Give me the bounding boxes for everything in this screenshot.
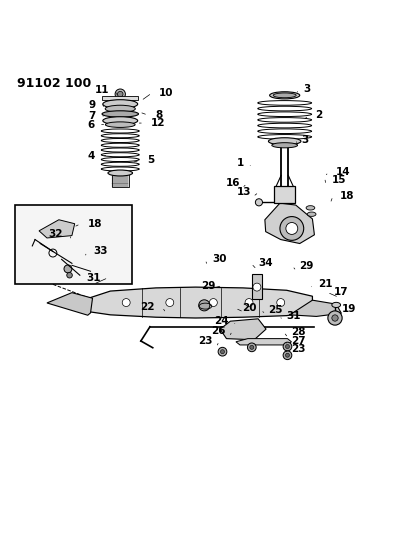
- Circle shape: [253, 283, 261, 291]
- Circle shape: [283, 342, 292, 351]
- Text: 25: 25: [268, 305, 282, 315]
- Ellipse shape: [103, 117, 138, 125]
- Circle shape: [245, 298, 253, 306]
- Text: 33: 33: [93, 246, 108, 256]
- Circle shape: [328, 311, 342, 325]
- Ellipse shape: [269, 138, 301, 145]
- Circle shape: [64, 265, 72, 273]
- Ellipse shape: [102, 111, 138, 117]
- Bar: [275, 187, 295, 203]
- Circle shape: [250, 345, 254, 349]
- Text: 20: 20: [242, 303, 257, 313]
- Circle shape: [285, 353, 289, 357]
- Circle shape: [209, 298, 217, 306]
- Text: 10: 10: [159, 88, 174, 98]
- Text: 28: 28: [290, 327, 305, 337]
- Text: 27: 27: [291, 336, 306, 346]
- Text: 16: 16: [225, 179, 240, 188]
- Text: 34: 34: [258, 259, 273, 268]
- Text: 4: 4: [87, 151, 95, 161]
- Bar: [252, 274, 262, 299]
- Text: 24: 24: [215, 316, 229, 326]
- Text: 23: 23: [198, 336, 212, 346]
- Text: 8: 8: [155, 110, 162, 120]
- Bar: [112, 173, 128, 187]
- Text: 11: 11: [95, 85, 109, 95]
- Text: 29: 29: [201, 280, 215, 290]
- Text: 13: 13: [237, 187, 252, 197]
- Text: 12: 12: [151, 118, 166, 128]
- Text: 29: 29: [299, 261, 314, 271]
- Ellipse shape: [105, 105, 135, 112]
- Text: 2: 2: [316, 110, 323, 120]
- Polygon shape: [39, 220, 75, 238]
- Ellipse shape: [270, 92, 300, 99]
- Text: 1: 1: [237, 158, 244, 168]
- Text: 31: 31: [286, 311, 300, 321]
- Circle shape: [280, 216, 304, 240]
- Text: 14: 14: [336, 167, 351, 177]
- Circle shape: [166, 298, 174, 306]
- Ellipse shape: [108, 170, 132, 176]
- Text: 18: 18: [88, 219, 102, 229]
- Polygon shape: [236, 338, 291, 345]
- Ellipse shape: [332, 302, 341, 308]
- Circle shape: [67, 272, 72, 278]
- Circle shape: [122, 298, 130, 306]
- Text: 32: 32: [48, 229, 63, 239]
- Text: 6: 6: [87, 119, 95, 130]
- Text: 23: 23: [291, 344, 306, 354]
- Circle shape: [286, 222, 298, 235]
- Polygon shape: [290, 300, 342, 317]
- Text: 18: 18: [340, 191, 355, 201]
- Circle shape: [117, 91, 123, 97]
- Polygon shape: [265, 203, 314, 244]
- Circle shape: [285, 344, 289, 349]
- Ellipse shape: [306, 206, 315, 210]
- Circle shape: [332, 315, 338, 321]
- Text: 30: 30: [212, 254, 227, 264]
- Bar: [103, 96, 138, 100]
- Circle shape: [199, 300, 210, 311]
- Circle shape: [247, 343, 256, 352]
- Text: 9: 9: [89, 100, 96, 110]
- Text: 22: 22: [140, 302, 155, 312]
- Ellipse shape: [272, 143, 298, 148]
- Ellipse shape: [103, 100, 138, 108]
- Text: 3: 3: [303, 84, 310, 94]
- Text: 26: 26: [211, 326, 225, 336]
- Ellipse shape: [105, 122, 135, 127]
- Circle shape: [255, 199, 263, 206]
- Ellipse shape: [307, 212, 316, 216]
- Circle shape: [221, 350, 225, 354]
- Text: 15: 15: [332, 175, 347, 185]
- Text: 3: 3: [302, 135, 309, 144]
- Text: 31: 31: [87, 272, 101, 282]
- Circle shape: [218, 348, 227, 356]
- Polygon shape: [47, 293, 93, 315]
- Text: 91102 100: 91102 100: [17, 77, 91, 90]
- Text: 21: 21: [318, 279, 333, 289]
- Polygon shape: [89, 287, 312, 318]
- Ellipse shape: [273, 93, 296, 98]
- Text: 17: 17: [334, 287, 349, 297]
- Text: 7: 7: [88, 111, 96, 121]
- Circle shape: [283, 351, 292, 360]
- Polygon shape: [220, 319, 266, 340]
- Circle shape: [115, 89, 125, 99]
- Text: 19: 19: [342, 304, 357, 314]
- Circle shape: [277, 298, 285, 306]
- Bar: [15, 205, 132, 284]
- Text: 5: 5: [147, 155, 154, 165]
